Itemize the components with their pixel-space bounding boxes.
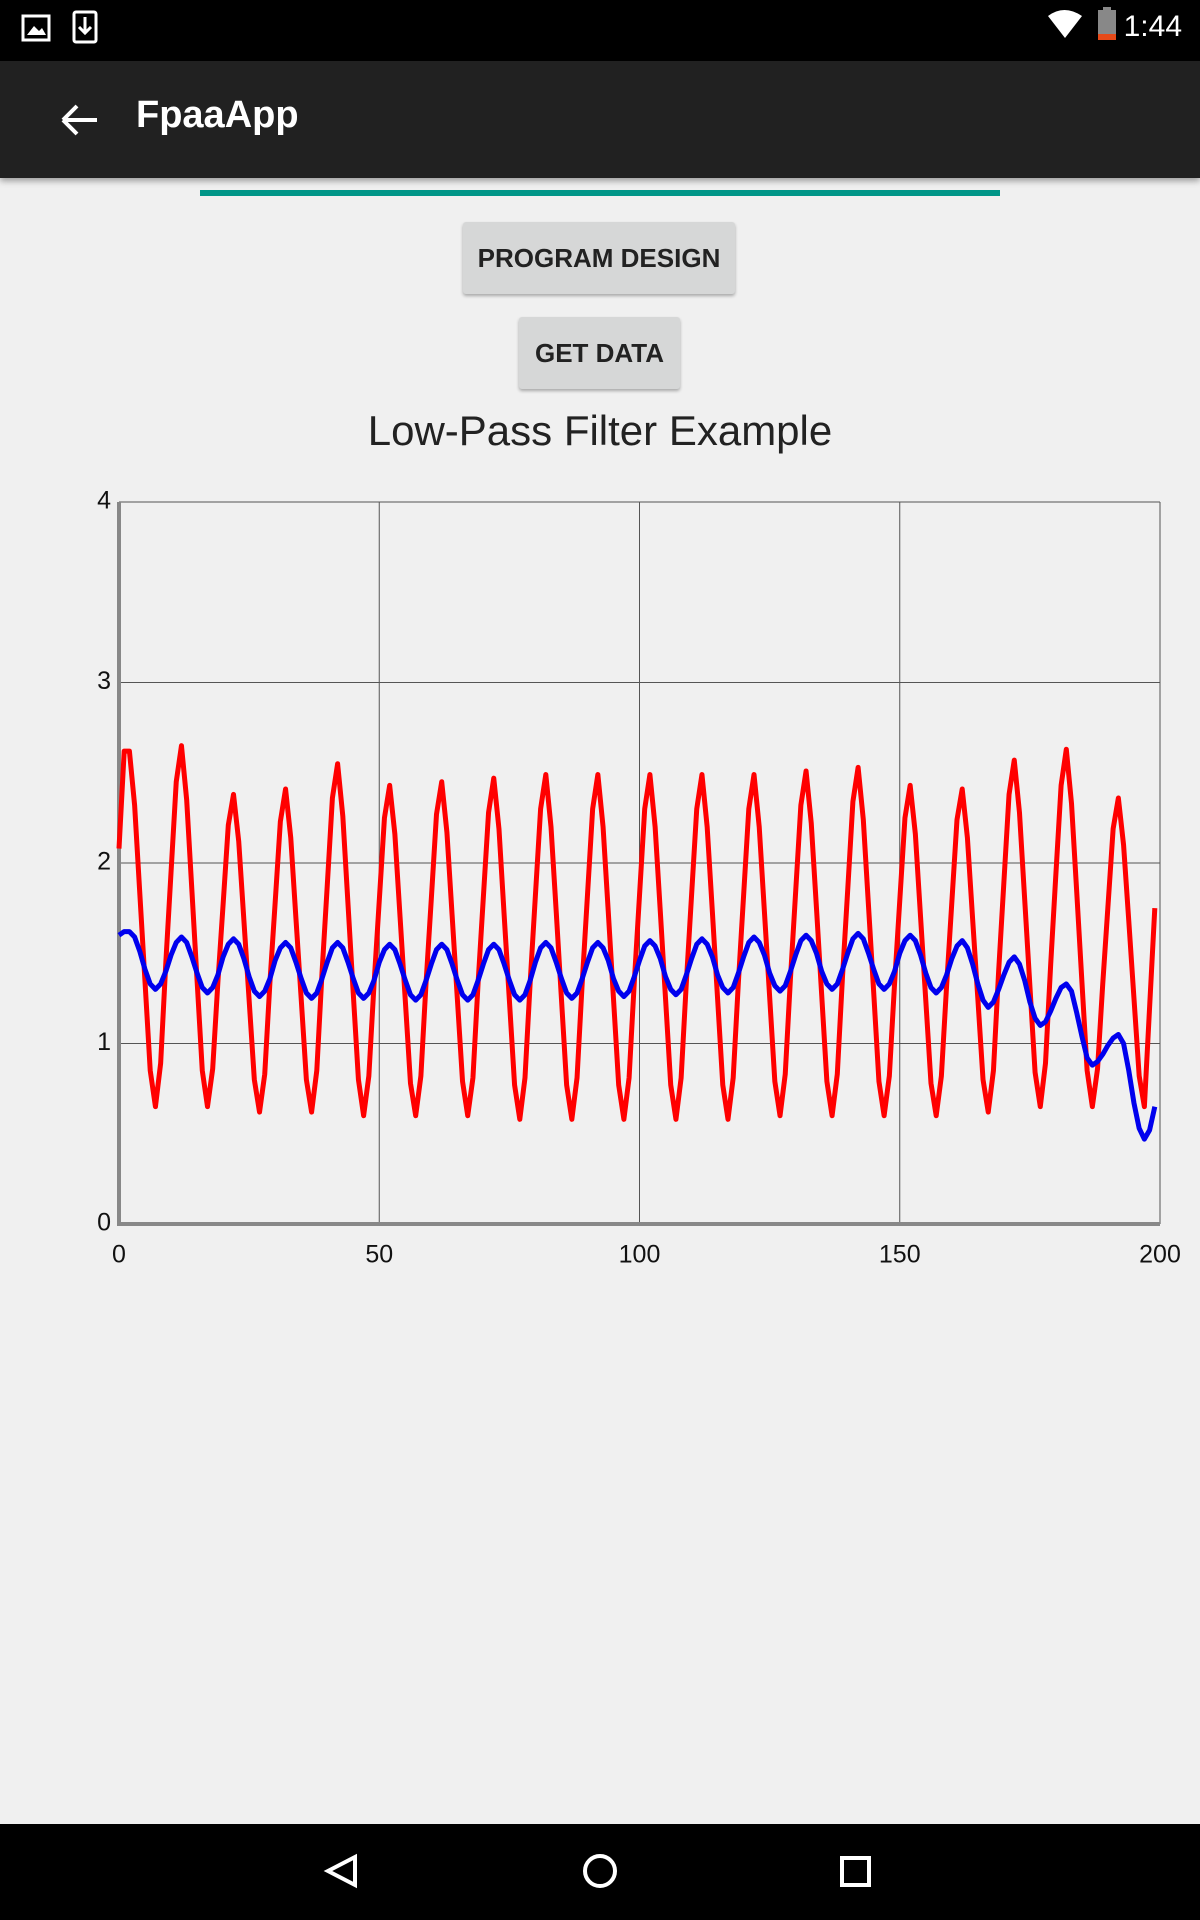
chart-title: Low-Pass Filter Example <box>368 407 832 454</box>
app-bar: FpaaApp <box>0 61 1200 178</box>
app-title: FpaaApp <box>136 94 299 136</box>
get-data-button[interactable]: GET DATA <box>519 317 680 389</box>
x-tick-label: 50 <box>365 1241 393 1269</box>
y-tick-label: 0 <box>97 1209 111 1237</box>
y-tick-label: 4 <box>97 487 111 515</box>
home-nav[interactable] <box>583 1854 617 1888</box>
status-bar: 1:44 <box>0 0 1200 61</box>
clock: 1:44 <box>1123 10 1182 43</box>
recents-nav[interactable] <box>840 1856 871 1887</box>
nav-buttons <box>323 1853 871 1889</box>
y-tick-label: 1 <box>97 1028 111 1056</box>
notification-icons <box>21 10 98 44</box>
progress-bar <box>200 190 1000 196</box>
back-nav[interactable] <box>323 1853 357 1889</box>
chart: Low-Pass Filter Example 0 1 2 3 4 0 50 100 150 20… <box>97 407 1181 1269</box>
x-tick-label: 100 <box>619 1241 661 1269</box>
x-tick-label: 150 <box>879 1241 921 1269</box>
y-tick-label: 2 <box>97 848 111 876</box>
system-icons <box>1048 7 1116 40</box>
navigation-bar <box>0 1824 1200 1920</box>
y-tick-label: 3 <box>97 667 111 695</box>
x-tick-label: 200 <box>1139 1241 1181 1269</box>
series-line <box>116 743 1158 1122</box>
back-button[interactable] <box>55 95 105 145</box>
series-line <box>117 929 1158 1142</box>
x-tick-label: 0 <box>112 1241 126 1269</box>
program-design-button[interactable]: PROGRAM DESIGN <box>463 222 735 294</box>
